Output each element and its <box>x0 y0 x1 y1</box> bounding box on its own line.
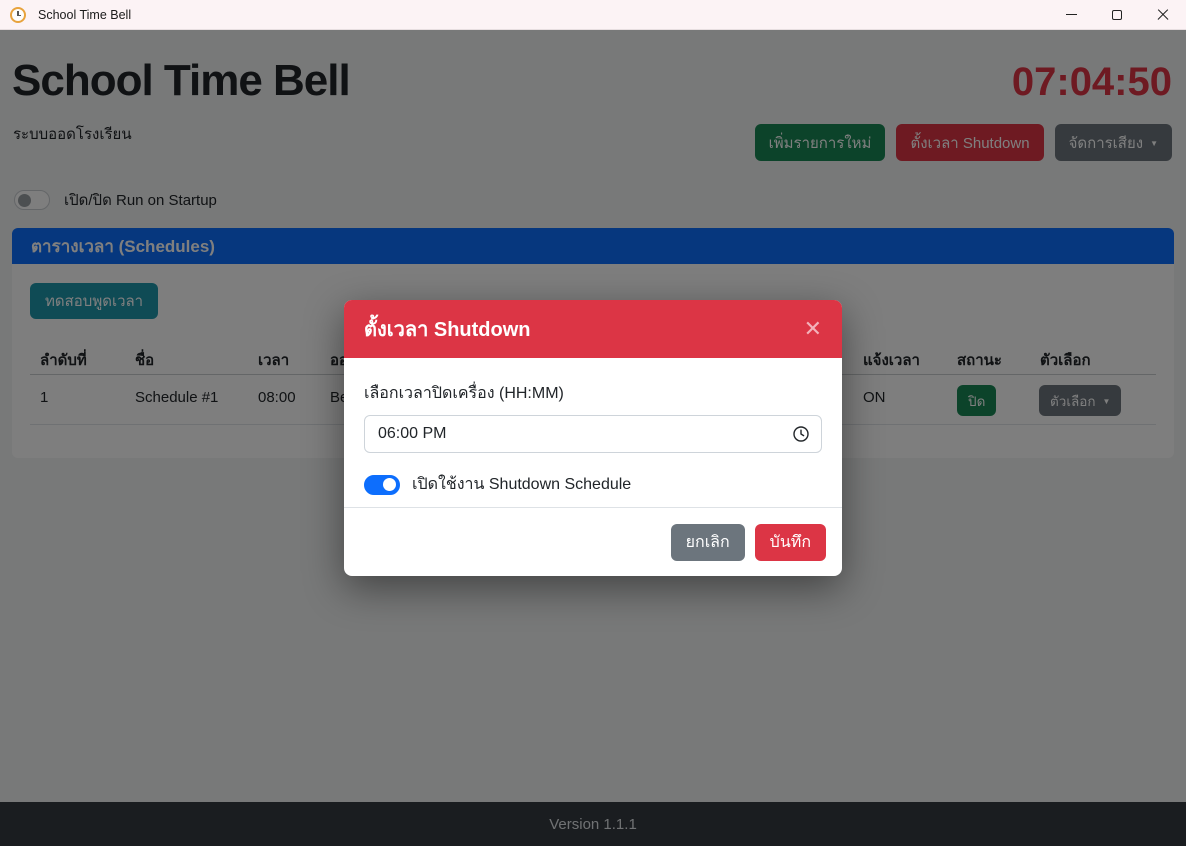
titlebar: School Time Bell <box>0 0 1186 30</box>
modal-close-icon[interactable]: ✕ <box>803 316 822 341</box>
shutdown-time-input[interactable] <box>364 415 822 453</box>
close-window-button[interactable] <box>1140 0 1186 29</box>
clock-icon <box>793 426 809 442</box>
minimize-button[interactable] <box>1048 0 1094 29</box>
maximize-icon <box>1112 9 1122 20</box>
time-input-wrap <box>364 415 822 453</box>
shutdown-time-label: เลือกเวลาปิดเครื่อง (HH:MM) <box>364 385 564 402</box>
maximize-button[interactable] <box>1094 0 1140 29</box>
enable-shutdown-row: เปิดใช้งาน Shutdown Schedule <box>364 472 822 497</box>
close-icon <box>1157 9 1169 21</box>
modal-footer: ยกเลิก บันทึก <box>344 507 842 576</box>
titlebar-title: School Time Bell <box>38 7 132 22</box>
minimize-icon <box>1065 14 1077 15</box>
cancel-button[interactable]: ยกเลิก <box>670 523 745 561</box>
save-button[interactable]: บันทึก <box>754 523 826 561</box>
enable-shutdown-label: เปิดใช้งาน Shutdown Schedule <box>412 476 632 493</box>
modal-body: เลือกเวลาปิดเครื่อง (HH:MM) เปิดใช้งาน S… <box>344 358 842 497</box>
window-controls <box>1048 0 1186 29</box>
app-clock-icon <box>10 6 26 23</box>
enable-shutdown-toggle[interactable] <box>364 474 400 495</box>
shutdown-modal: ตั้งเวลา Shutdown ✕ เลือกเวลาปิดเครื่อง … <box>344 300 842 576</box>
modal-title: ตั้งเวลา Shutdown <box>364 319 531 341</box>
modal-header: ตั้งเวลา Shutdown ✕ <box>344 300 842 358</box>
